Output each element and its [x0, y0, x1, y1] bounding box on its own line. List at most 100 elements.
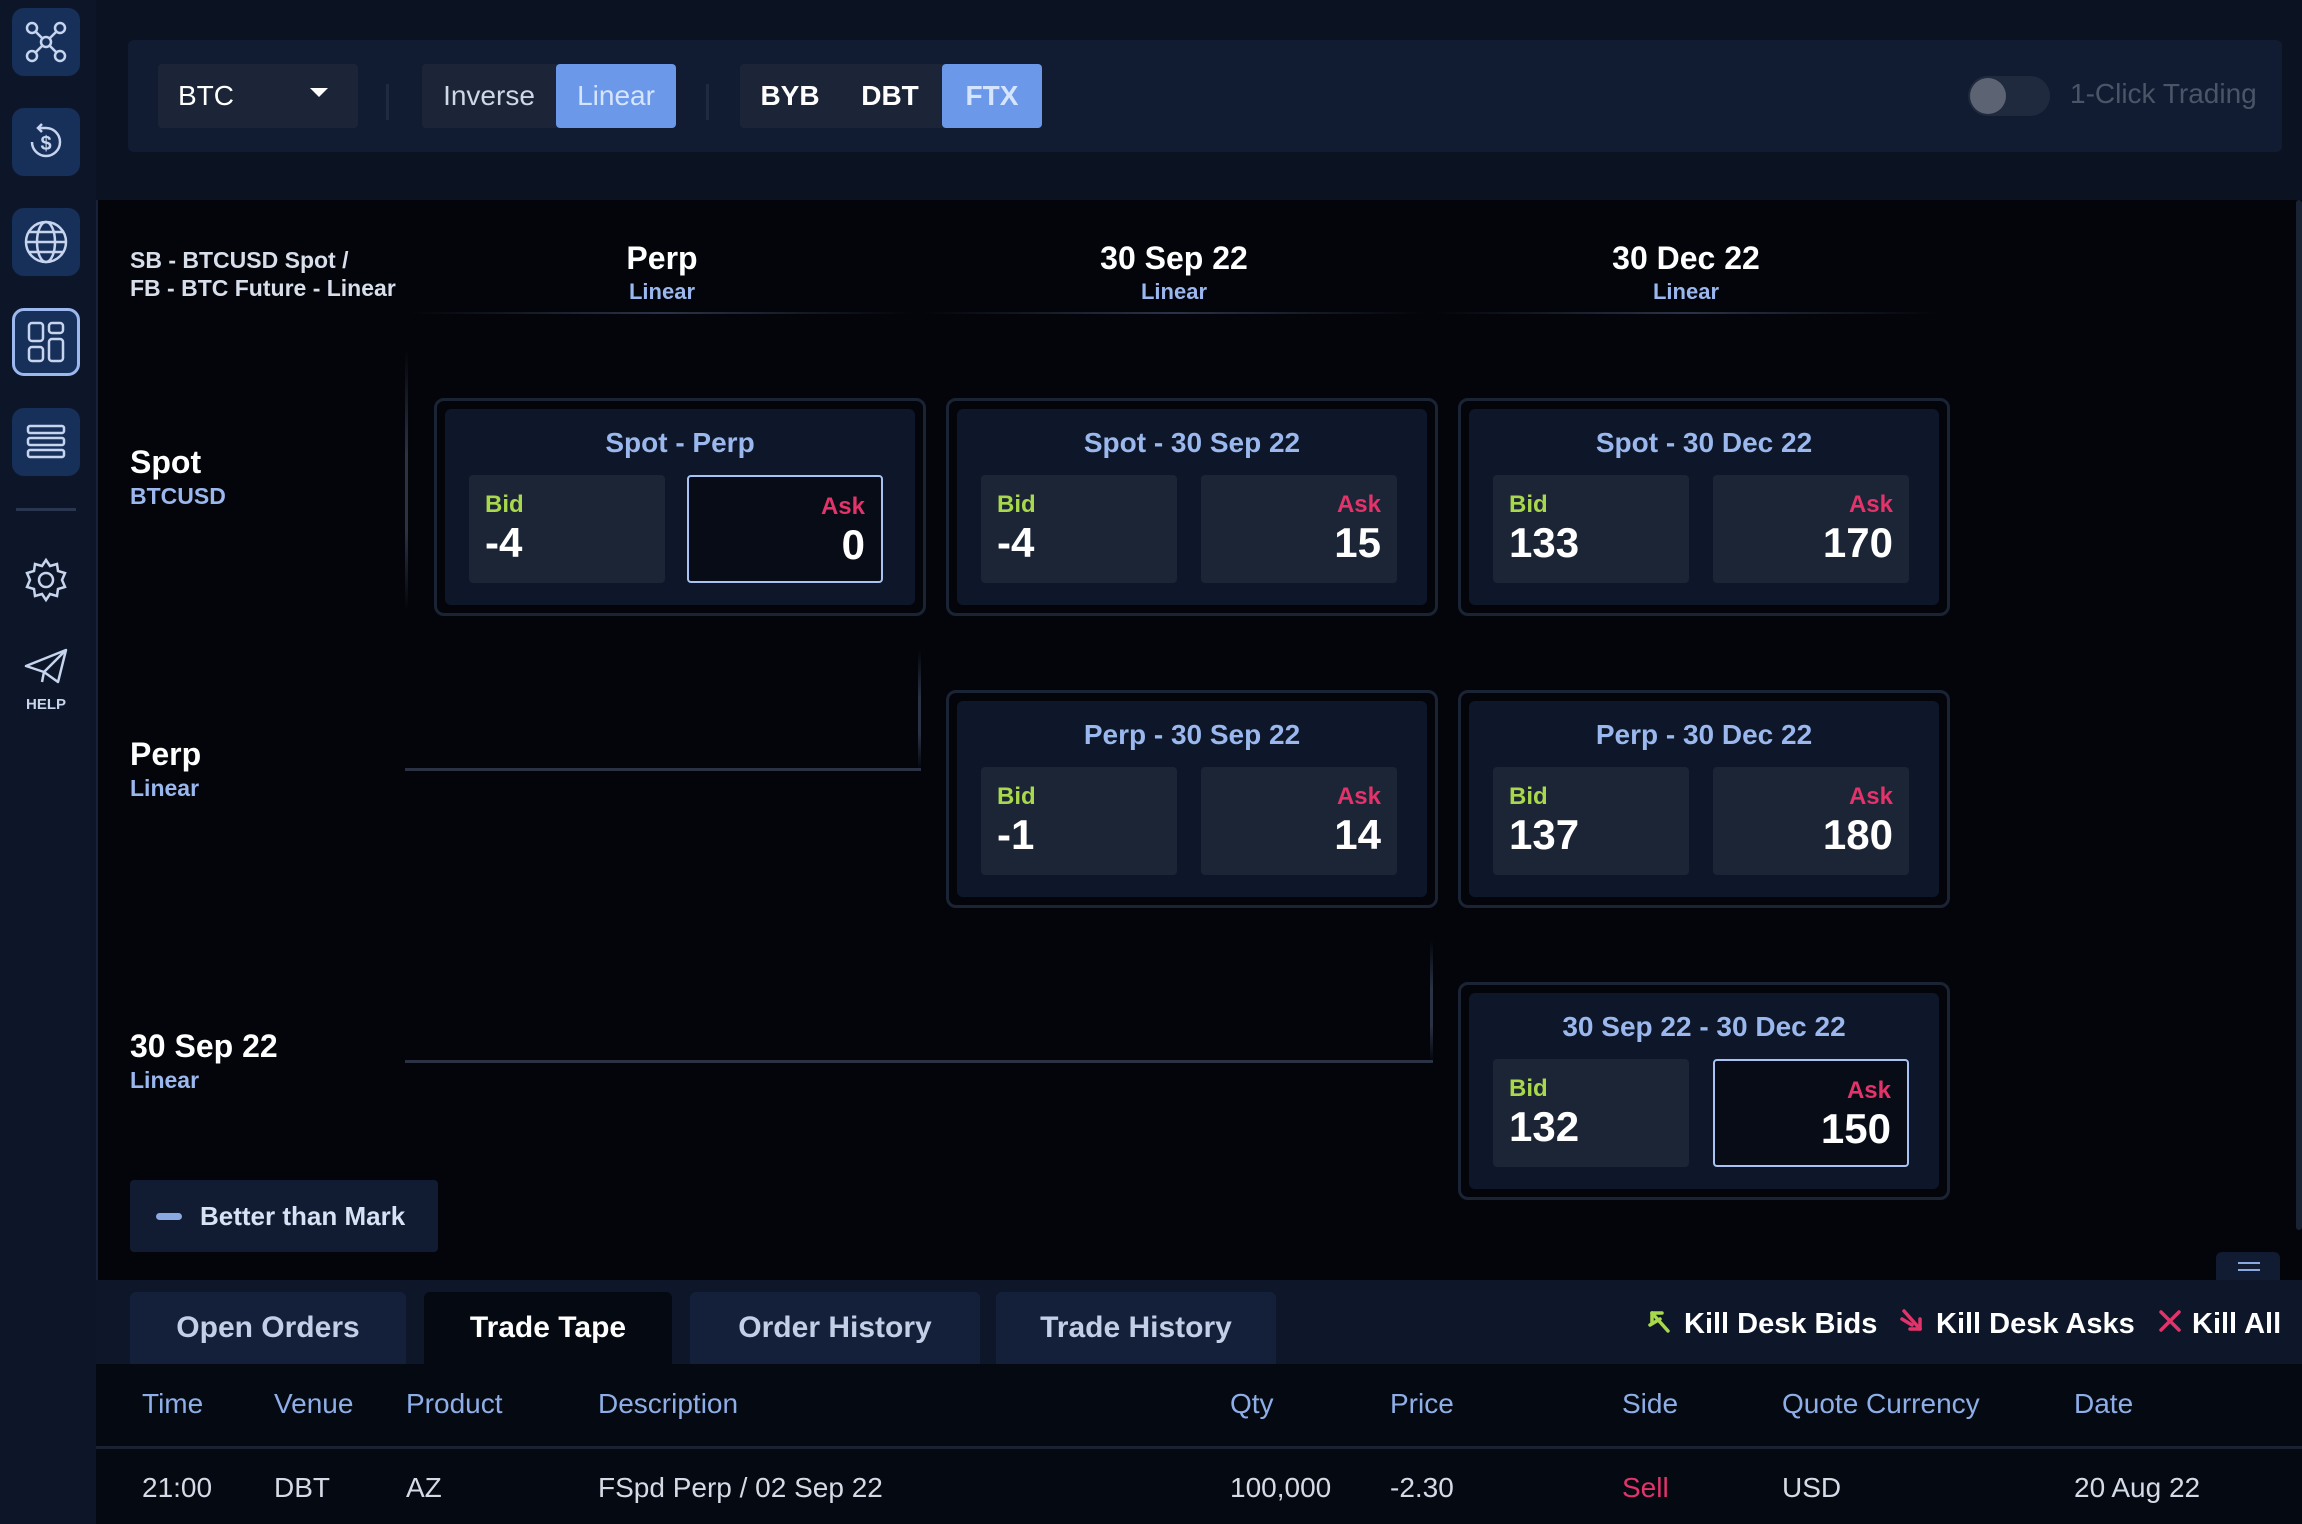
kill-asks-label: Kill Desk Asks	[1936, 1307, 2135, 1340]
venue-dbt-button[interactable]: DBT	[861, 80, 919, 111]
kill-desk-bids-button[interactable]: Kill Desk Bids	[1646, 1302, 1877, 1346]
bid-label: Bid	[1509, 491, 1548, 518]
kill-all-button[interactable]: Kill All	[2158, 1302, 2281, 1346]
cell-price: -2.30	[1390, 1472, 1454, 1503]
cell-quote-currency: USD	[1782, 1472, 1842, 1503]
grid-line	[405, 768, 921, 771]
row-header-30sep22: 30 Sep 22 Linear	[130, 1028, 278, 1094]
network-icon[interactable]	[12, 8, 80, 76]
bid-label: Bid	[997, 783, 1036, 810]
panel-drag-handle[interactable]	[2216, 1252, 2280, 1282]
legend-badge: Better than Mark	[130, 1180, 438, 1252]
column-subtitle: Linear	[1652, 279, 1720, 304]
card-title: Spot - 30 Sep 22	[1083, 427, 1301, 458]
bid-label: Bid	[1509, 1075, 1548, 1102]
column-header-time[interactable]: Time	[142, 1388, 204, 1419]
ask-box[interactable]: Ask 15	[1201, 475, 1397, 583]
help-label[interactable]: HELP	[25, 696, 66, 713]
spread-card-perp-30sep22: Perp - 30 Sep 22 Bid -1 Ask 14	[946, 690, 1438, 908]
trade-tape-table: Time Venue Product Description Qty Price…	[96, 1364, 2302, 1524]
globe-icon[interactable]	[12, 208, 80, 276]
column-header-product[interactable]: Product	[406, 1388, 503, 1419]
ask-label: Ask	[1846, 1077, 1891, 1104]
kill-bids-label: Kill Desk Bids	[1684, 1307, 1878, 1340]
inverse-button[interactable]: Inverse	[443, 80, 535, 111]
asset-select[interactable]: BTC	[158, 64, 358, 128]
row-header-spot: Spot BTCUSD	[130, 444, 226, 510]
cell-date: 20 Aug 22	[2074, 1472, 2201, 1503]
tab-open-orders[interactable]: Open Orders	[130, 1292, 406, 1364]
bid-label: Bid	[1509, 783, 1548, 810]
ask-box[interactable]: Ask 150	[1713, 1059, 1909, 1167]
bid-box[interactable]: Bid -4	[981, 475, 1177, 583]
column-header-qty[interactable]: Qty	[1230, 1388, 1274, 1419]
grid-line	[405, 1060, 1433, 1063]
dollar-icon[interactable]: $	[12, 108, 80, 176]
card-title: Perp - 30 Sep 22	[1083, 719, 1301, 750]
bid-value: 132	[1509, 1103, 1580, 1150]
tab-order-history[interactable]: Order History	[690, 1292, 980, 1364]
send-icon[interactable]	[12, 636, 80, 696]
row-title: Perp	[130, 736, 202, 772]
spread-card-spot-perp: Spot - Perp Bid -4 Ask 0	[434, 398, 926, 616]
list-icon[interactable]	[12, 408, 80, 476]
bid-box[interactable]: Bid 133	[1493, 475, 1689, 583]
column-header-price[interactable]: Price	[1390, 1388, 1454, 1419]
tab-trade-tape[interactable]: Trade Tape	[424, 1292, 672, 1364]
cell-side: Sell	[1622, 1472, 1669, 1503]
column-header-side[interactable]: Side	[1622, 1388, 1679, 1419]
column-header-30dec22: 30 Dec 22 Linear	[1544, 240, 1828, 305]
column-subtitle: Linear	[1140, 279, 1208, 304]
column-header-date[interactable]: Date	[2074, 1388, 2134, 1419]
ask-box[interactable]: Ask 14	[1201, 767, 1397, 875]
toggle-knob	[1970, 78, 2006, 114]
chevron-down-icon	[308, 86, 330, 105]
toolbar: BTC Inverse Linear BYB DBT FTX 1-Click T…	[96, 0, 2302, 200]
column-header-venue[interactable]: Venue	[274, 1388, 354, 1419]
card-title: Spot - 30 Dec 22	[1595, 427, 1813, 458]
kill-desk-asks-button[interactable]: Kill Desk Asks	[1898, 1302, 2135, 1346]
ask-box[interactable]: Ask 0	[687, 475, 883, 583]
gear-icon[interactable]	[12, 546, 80, 614]
column-underline	[410, 312, 914, 314]
ask-value: 180	[1822, 811, 1893, 858]
grid-line	[1430, 940, 1433, 1062]
cell-time: 21:00	[142, 1472, 213, 1503]
spread-card-30sep22-30dec22: 30 Sep 22 - 30 Dec 22 Bid 132 Ask 150	[1458, 982, 1950, 1200]
scrollbar[interactable]	[2296, 200, 2302, 1230]
contract-type-toggle: Inverse Linear	[422, 64, 676, 128]
dash-icon	[156, 1212, 182, 1220]
close-icon	[2158, 1308, 2182, 1340]
sidebar-divider	[16, 508, 76, 511]
ask-label: Ask	[1848, 491, 1893, 518]
ask-value: 15	[1334, 519, 1381, 566]
cell-description: FSpd Perp / 02 Sep 22	[598, 1472, 883, 1503]
bid-box[interactable]: Bid 132	[1493, 1059, 1689, 1167]
row-title: Spot	[130, 444, 202, 480]
bid-value: -1	[997, 811, 1035, 858]
venue-ftx-button[interactable]: FTX	[942, 64, 1042, 128]
linear-button[interactable]: Linear	[556, 64, 676, 128]
bid-box[interactable]: Bid -1	[981, 767, 1177, 875]
bid-value: 137	[1509, 811, 1580, 858]
ask-label: Ask	[1336, 783, 1381, 810]
column-header-description[interactable]: Description	[598, 1388, 739, 1419]
bid-box[interactable]: Bid 137	[1493, 767, 1689, 875]
ask-box[interactable]: Ask 180	[1713, 767, 1909, 875]
dashboard-icon[interactable]	[12, 308, 80, 376]
bid-label: Bid	[997, 491, 1036, 518]
row-header-perp: Perp Linear	[130, 736, 201, 802]
spread-card-perp-30dec22: Perp - 30 Dec 22 Bid 137 Ask 180	[1458, 690, 1950, 908]
ask-box[interactable]: Ask 170	[1713, 475, 1909, 583]
one-click-label: 1-Click Trading	[2070, 78, 2257, 109]
ask-label: Ask	[1848, 783, 1893, 810]
venue-byb-button[interactable]: BYB	[760, 80, 820, 111]
one-click-toggle[interactable]	[1968, 76, 2050, 116]
bid-box[interactable]: Bid -4	[469, 475, 665, 583]
table-divider	[96, 1446, 2302, 1449]
kill-all-label: Kill All	[2192, 1307, 2282, 1340]
row-subtitle: Linear	[130, 775, 200, 801]
column-header-quote-currency[interactable]: Quote Currency	[1782, 1388, 1980, 1419]
kill-bids-icon	[1646, 1307, 1674, 1342]
tab-trade-history[interactable]: Trade History	[996, 1292, 1276, 1364]
